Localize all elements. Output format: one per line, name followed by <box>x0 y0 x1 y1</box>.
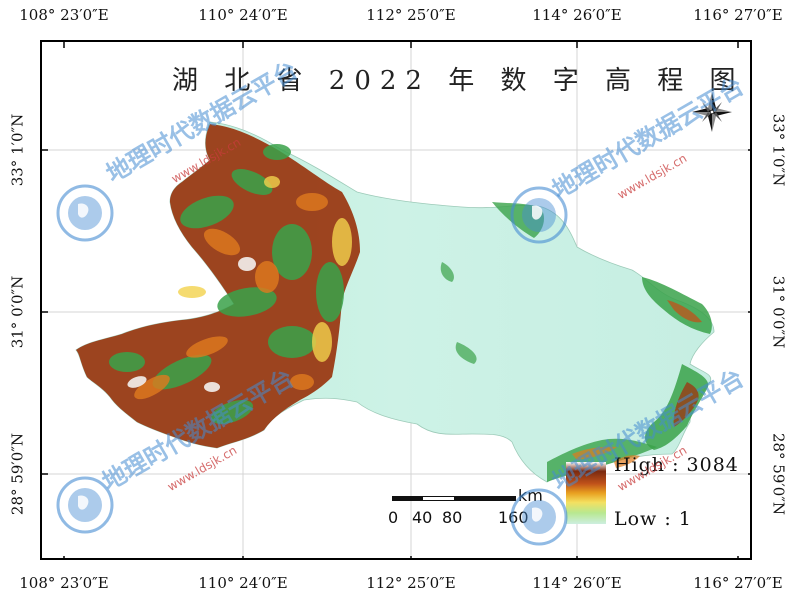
longitude-label-top: 110° 24′0″E <box>198 6 288 24</box>
legend-high-label: High : 3084 <box>614 454 739 476</box>
latitude-label-left: 33° 1′0″N <box>8 113 27 187</box>
high-elevation-zones <box>134 193 328 400</box>
longitude-label-bottom: 110° 24′0″E <box>198 574 288 592</box>
latitude-label-right: 33° 1′0″N <box>769 113 788 187</box>
elevation-map <box>42 42 750 558</box>
longitude-label-bottom: 114° 26′0″E <box>532 574 622 592</box>
western-mountains <box>76 124 360 448</box>
scale-tick-label: 40 <box>412 508 433 527</box>
yellow-transition-zones <box>178 176 352 362</box>
scale-tick-label: 80 <box>442 508 463 527</box>
longitude-label-top: 114° 26′0″E <box>532 6 622 24</box>
longitude-label-top: 108° 23′0″E <box>19 6 109 24</box>
frame-ticks <box>42 42 750 558</box>
scale-tick-label: 160 <box>498 508 529 527</box>
map-title: 湖 北 省 2022 年 数 字 高 程 图 <box>172 66 745 96</box>
map-frame: 湖 北 省 2022 年 数 字 高 程 图 High : 3084 Low :… <box>40 40 752 560</box>
longitude-label-bottom: 108° 23′0″E <box>19 574 109 592</box>
peak-zones <box>127 257 256 392</box>
scale-bar <box>392 496 516 501</box>
latitude-label-left: 28° 59′0″N <box>8 432 27 516</box>
latitude-label-right: 31° 0′0″N <box>769 275 788 349</box>
legend-color-ramp <box>566 462 606 524</box>
latitude-label-right: 28° 59′0″N <box>769 432 788 516</box>
longitude-label-top: 116° 27′0″E <box>693 6 783 24</box>
mid-elevation-zones <box>109 144 344 425</box>
legend-low-label: Low : 1 <box>614 508 692 530</box>
scale-tick-label: 0 <box>388 508 399 527</box>
longitude-label-top: 112° 25′0″E <box>366 6 456 24</box>
compass-rose-icon <box>692 92 732 132</box>
latitude-label-left: 31° 0′0″N <box>8 275 27 349</box>
longitude-label-bottom: 112° 25′0″E <box>366 574 456 592</box>
scale-unit-label: km <box>518 486 543 505</box>
longitude-label-bottom: 116° 27′0″E <box>693 574 783 592</box>
